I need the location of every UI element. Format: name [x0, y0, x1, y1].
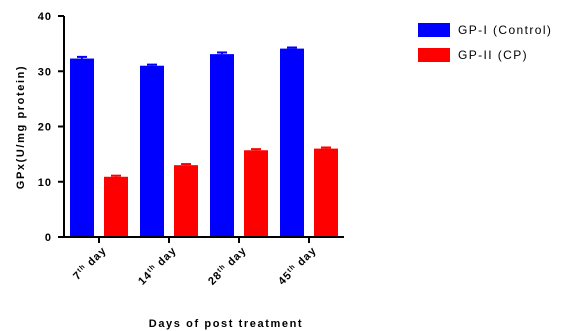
x-tick-label-2: 28th day	[206, 245, 249, 288]
y-tick-label-0: 0	[45, 232, 52, 244]
y-tick-label-1: 10	[38, 177, 52, 189]
legend-swatch-control	[418, 23, 450, 37]
legend-label-control: GP-I (Control)	[458, 23, 552, 37]
x-tick-label-1: 14th day	[136, 245, 179, 288]
legend-swatch-cp	[418, 48, 450, 62]
bar-cp-2	[244, 150, 268, 237]
bar-control-0	[70, 58, 94, 238]
x-axis-title: Days of post treatment	[149, 318, 303, 330]
plot-area	[70, 46, 338, 238]
y-tick-label-2: 20	[38, 122, 52, 134]
bar-cp-0	[104, 176, 128, 237]
y-axis: 0 10 20 30 40	[38, 11, 65, 244]
x-tick-label-3: 45th day	[276, 245, 319, 288]
bar-control-3	[280, 48, 304, 237]
y-tick-label-3: 30	[38, 66, 52, 78]
x-axis: 7th day 14th day 28th day 45th day	[63, 236, 344, 288]
bar-control-2	[210, 54, 234, 238]
x-tick-label-0: 7th day	[71, 245, 109, 283]
bar-control-1	[140, 65, 164, 237]
legend-label-cp: GP-II (CP)	[458, 48, 528, 62]
bar-cp-1	[174, 165, 198, 237]
y-axis-title: GPx(U/mg protein)	[15, 65, 27, 189]
y-tick-label-4: 40	[38, 11, 52, 23]
bar-cp-3	[314, 148, 338, 237]
legend: GP-I (Control) GP-II (CP)	[418, 23, 552, 62]
